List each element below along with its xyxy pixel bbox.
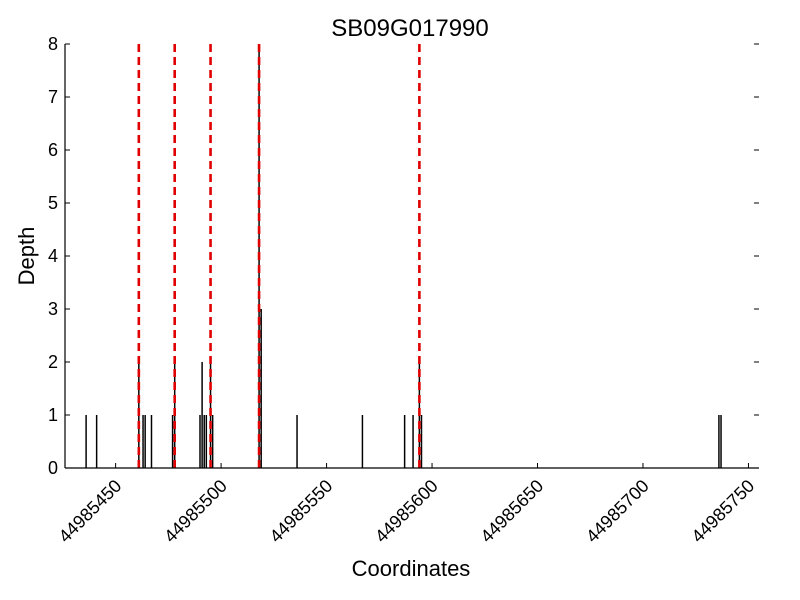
- markers-group: [137, 44, 421, 468]
- depth-bar: [85, 415, 87, 468]
- chart-title: SB09G017990: [331, 15, 488, 42]
- x-tick-label: 44985550: [266, 476, 337, 547]
- depth-bar: [718, 415, 720, 468]
- depth-bar: [412, 415, 414, 468]
- depth-bar: [199, 415, 201, 468]
- bars-group: [85, 44, 722, 468]
- y-axis-ticks: 0 1 2 3 4 5 6 7 8: [48, 34, 759, 478]
- depth-bar: [403, 415, 406, 468]
- depth-bar: [142, 415, 144, 468]
- x-tick-label: 44985650: [477, 476, 548, 547]
- depth-bar: [203, 415, 205, 468]
- y-tick-label: 8: [48, 34, 58, 54]
- y-tick-label: 1: [48, 405, 58, 425]
- y-tick-label: 5: [48, 193, 58, 213]
- y-tick-label: 0: [48, 458, 58, 478]
- depth-bar: [260, 309, 262, 468]
- x-tick-label: 44985450: [55, 476, 126, 547]
- depth-bar: [144, 415, 146, 468]
- x-tick-label: 44985750: [688, 476, 759, 547]
- x-tick-label: 44985700: [582, 476, 653, 547]
- depth-bar: [205, 415, 208, 468]
- depth-bar: [361, 415, 364, 468]
- x-axis-ticks: 44985450 44985500 44985550 44985600 44985650…: [55, 463, 759, 547]
- depth-bar: [95, 415, 98, 468]
- depth-bar: [420, 415, 423, 468]
- y-tick-label: 2: [48, 352, 58, 372]
- y-tick-label: 3: [48, 299, 58, 319]
- y-tick-label: 6: [48, 140, 58, 160]
- depth-bar: [201, 362, 203, 468]
- x-tick-label: 44985500: [160, 476, 231, 547]
- x-axis-label: Coordinates: [352, 556, 471, 581]
- depth-bar: [171, 415, 174, 468]
- x-tick-label: 44985600: [371, 476, 442, 547]
- y-tick-label: 7: [48, 87, 58, 107]
- depth-bar: [150, 415, 153, 468]
- depth-bar: [211, 415, 214, 468]
- depth-bar: [720, 415, 722, 468]
- depth-bar: [296, 415, 298, 468]
- y-axis-label: Depth: [14, 227, 39, 286]
- y-tick-label: 4: [48, 246, 58, 266]
